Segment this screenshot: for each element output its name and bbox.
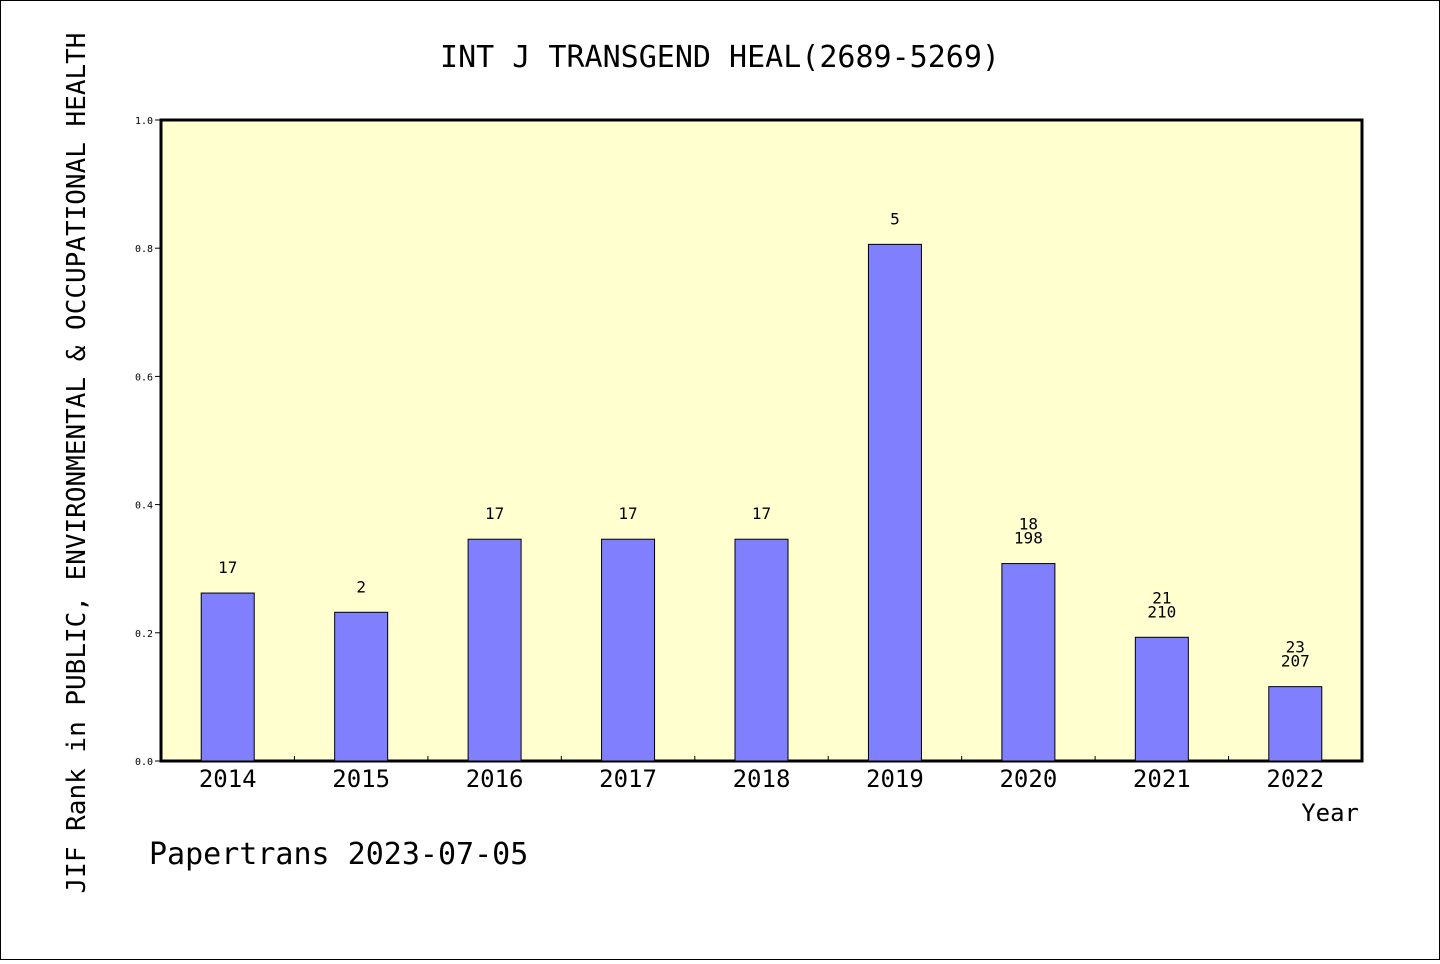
bar xyxy=(867,243,922,762)
bar-data-label: 17 xyxy=(618,504,637,523)
bar xyxy=(1268,686,1323,762)
x-tick-label: 2021 xyxy=(1133,765,1191,793)
x-tick-label: 2018 xyxy=(733,765,791,793)
bar-data-label: 198 xyxy=(1014,529,1043,548)
bar xyxy=(734,538,789,762)
x-tick-label: 2020 xyxy=(999,765,1057,793)
y-tick-label: 1.0 xyxy=(135,116,153,127)
y-tick-label: 0.2 xyxy=(135,629,153,640)
y-tick-label: 0.8 xyxy=(135,244,153,255)
x-axis-ticks: 2014 2015 2016 2017 2018 2019 2020 2021 2022 xyxy=(199,756,1324,793)
bar-data-label: 21 xyxy=(1152,588,1171,607)
bar xyxy=(601,538,656,762)
bar-data-label: 18 xyxy=(1019,515,1038,534)
x-tick-label: 2022 xyxy=(1266,765,1324,793)
bar-data-label: 23 xyxy=(1286,638,1305,657)
y-tick-label: 0.0 xyxy=(135,757,153,768)
x-axis-label: Year xyxy=(1301,799,1359,827)
bar-data-label: 17 xyxy=(485,504,504,523)
y-tick-label: 0.6 xyxy=(135,372,153,383)
x-tick-label: 2014 xyxy=(199,765,257,793)
x-tick-label: 2019 xyxy=(866,765,924,793)
bar-data-label: 2 xyxy=(356,577,366,596)
x-tick-label: 2015 xyxy=(332,765,390,793)
x-tick-label: 2016 xyxy=(466,765,524,793)
y-axis-ticks: 0.0 0.2 0.4 0.6 0.8 1.0 xyxy=(135,116,161,768)
bar xyxy=(1001,563,1056,762)
bar xyxy=(467,538,522,762)
y-tick-label: 0.4 xyxy=(135,501,153,512)
bar-data-label: 210 xyxy=(1147,602,1176,621)
bar xyxy=(334,611,389,762)
bar xyxy=(1134,636,1189,762)
bar-data-label: 17 xyxy=(752,504,771,523)
bar-data-label: 5 xyxy=(890,209,900,228)
bar xyxy=(200,592,255,762)
x-tick-label: 2017 xyxy=(599,765,657,793)
bar-data-label: 207 xyxy=(1281,652,1310,671)
chart-title: INT J TRANSGEND HEAL(2689-5269) xyxy=(440,40,1000,75)
footer-text: Papertrans 2023-07-05 xyxy=(149,837,528,872)
bar-data-label: 17 xyxy=(218,558,237,577)
y-axis-label: JIF Rank in PUBLIC, ENVIRONMENTAL & OCCU… xyxy=(62,33,92,894)
bar-series xyxy=(200,243,1323,762)
